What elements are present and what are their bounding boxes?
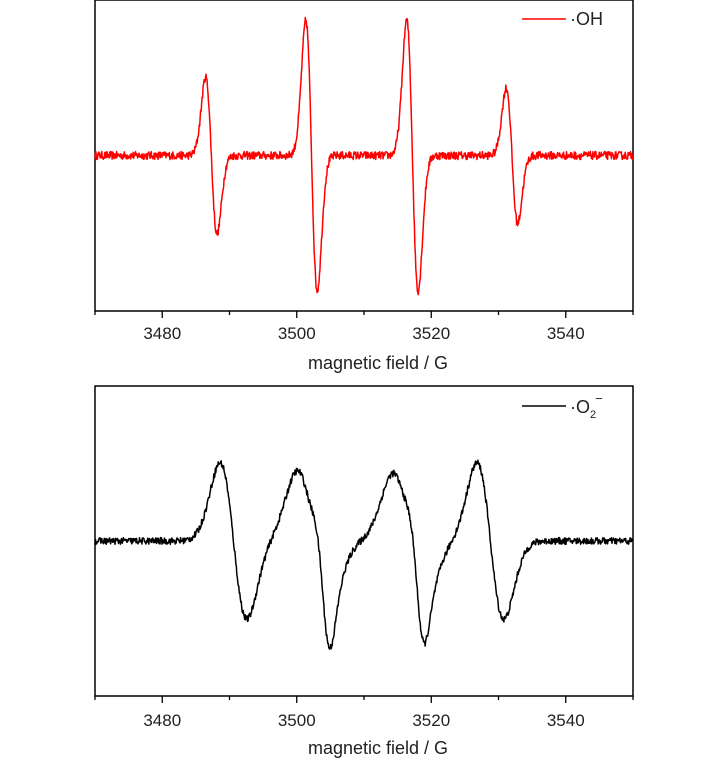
oh-epr-panel: 3480 3500 3520 3540 magnetic field / G ·OH [94,0,634,373]
x-tick-label: 3520 [412,711,450,730]
o2-epr-panel: 3480 3500 3520 3540 magnetic field / G ·O2 − [94,385,634,758]
x-ticks-oh: 3480 3500 3520 3540 [94,311,634,343]
legend-label-oh: ·OH [570,9,603,29]
x-tick-label: 3540 [547,324,585,343]
x-tick-label: 3480 [143,711,181,730]
x-ticks-o2: 3480 3500 3520 3540 [94,696,634,730]
x-axis-title-o2: magnetic field / G [308,738,448,758]
x-tick-label: 3520 [412,324,450,343]
x-tick-label: 3500 [278,324,316,343]
x-tick-label: 3500 [278,711,316,730]
series-line-oh [94,16,634,296]
x-tick-label: 3480 [143,324,181,343]
legend-label-o2-main: ·O [570,397,590,417]
legend-label-o2-sub: 2 [590,409,596,421]
legend-o2: ·O2 − [522,391,603,421]
x-axis-title-oh: magnetic field / G [308,353,448,373]
x-tick-label: 3540 [547,711,585,730]
legend-label-o2-sup: − [595,391,603,406]
legend-oh: ·OH [522,9,603,29]
legend-label-o2: ·O2 − [570,391,603,421]
series-line-o2 [94,459,634,650]
